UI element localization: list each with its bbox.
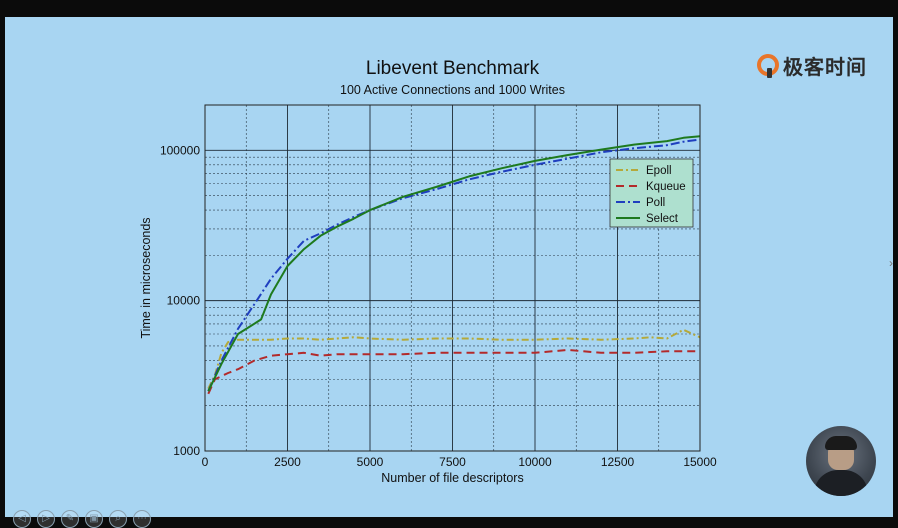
y-tick-label: 10000: [167, 294, 201, 308]
legend-label-poll: Poll: [646, 197, 665, 209]
y-axis-label: Time in microseconds: [139, 217, 153, 338]
legend-box: [609, 158, 694, 228]
x-tick-label: 5000: [357, 455, 384, 469]
plot-frame: [204, 104, 701, 452]
player-controls: ◁ ▷ ✎ ▣ ⌕ ⋯: [13, 510, 151, 528]
y-tick-label: 1000: [173, 444, 200, 458]
x-tick-label: 10000: [518, 455, 552, 469]
presenter-hair: [825, 436, 857, 450]
slide: 0 2500 5000 7500 10000 12500 15000 1000 10000 100…: [5, 17, 893, 528]
x-tick-label: 2500: [274, 455, 301, 469]
series-line-epoll: [207, 328, 701, 390]
brand-logo: 极客时间: [757, 49, 867, 81]
series-line-select: [207, 135, 701, 392]
x-tick-label: 7500: [439, 455, 466, 469]
brand-name: 极客时间: [783, 54, 867, 79]
pen-icon[interactable]: ✎: [61, 510, 79, 528]
next-icon[interactable]: ▷: [37, 510, 55, 528]
slides-icon[interactable]: ▣: [85, 510, 103, 528]
x-tick-label: 0: [202, 455, 209, 469]
chart-title: Libevent Benchmark: [366, 58, 540, 79]
legend-label-epoll: Epoll: [646, 165, 672, 177]
legend-label-kqueue: Kqueue: [646, 181, 686, 193]
geektime-logo-icon: [757, 54, 779, 78]
series-line-poll: [207, 138, 701, 392]
x-tick-label: 12500: [601, 455, 635, 469]
zoom-icon[interactable]: ⌕: [109, 510, 127, 528]
presenter-body: [814, 470, 868, 496]
legend: Epoll Kqueue Poll Select: [609, 158, 694, 228]
legend-label-select: Select: [646, 213, 679, 225]
gridlines: [205, 105, 700, 451]
prev-icon[interactable]: ◁: [13, 510, 31, 528]
x-axis-label: Number of file descriptors: [381, 471, 523, 485]
more-icon[interactable]: ⋯: [133, 510, 151, 528]
x-tick-label: 15000: [683, 455, 717, 469]
next-slide-arrow-icon[interactable]: ›: [889, 256, 893, 270]
presenter-video: [806, 426, 876, 496]
benchmark-chart: 0 2500 5000 7500 10000 12500 15000 1000 10000 100…: [139, 58, 717, 485]
chart-subtitle: 100 Active Connections and 1000 Writes: [340, 83, 565, 97]
y-tick-label: 100000: [160, 143, 200, 157]
series-line-kqueue: [207, 348, 700, 395]
